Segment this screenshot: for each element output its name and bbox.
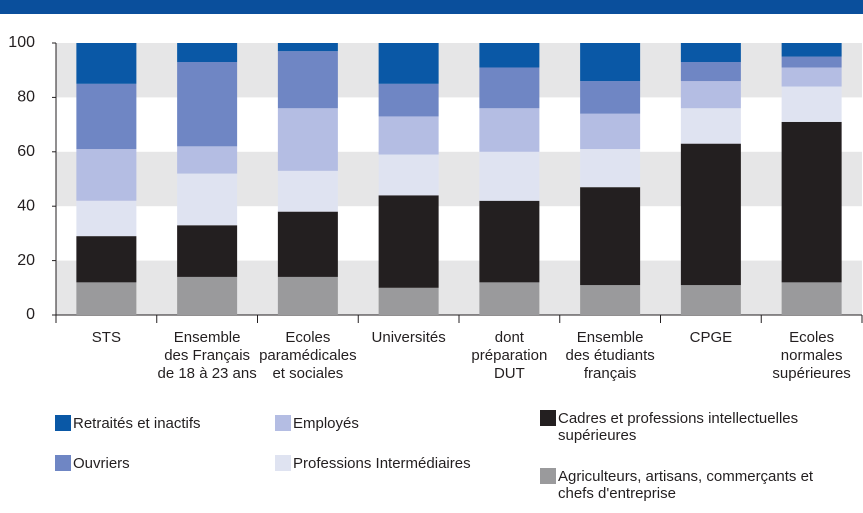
bar-segment xyxy=(680,143,741,286)
bar-segment xyxy=(378,83,439,117)
y-tick-label: 40 xyxy=(17,197,35,214)
bar-segment xyxy=(277,51,338,109)
bar-segment xyxy=(680,108,741,144)
bar-segment xyxy=(479,43,540,68)
x-tick-label: Ensemble xyxy=(174,329,241,346)
bar-segment xyxy=(177,146,238,174)
bar-segment xyxy=(479,108,540,152)
grid-band xyxy=(56,260,862,315)
bar-segment xyxy=(781,67,842,87)
legend-entry: Cadres et professions intellectuelles su… xyxy=(540,410,815,444)
x-tick-label: STS xyxy=(92,329,121,346)
legend-label: Agriculteurs, artisans, commerçants et c… xyxy=(558,468,814,502)
bar-segment xyxy=(277,170,338,212)
bar-segment xyxy=(177,62,238,147)
x-tick-label: français xyxy=(584,365,637,382)
x-tick-label: Ecoles xyxy=(285,329,330,346)
grid-band xyxy=(56,151,862,207)
bar-segment xyxy=(680,285,741,315)
x-tick-label: normales xyxy=(781,347,843,364)
bar-segment xyxy=(781,56,842,68)
x-tick-label: Ensemble xyxy=(577,329,644,346)
bar-segment xyxy=(781,43,842,57)
x-tick-label: et sociales xyxy=(272,365,343,382)
legend-entry: Retraités et inactifs xyxy=(55,415,201,432)
bar-segment xyxy=(479,67,540,109)
legend-label: Ouvriers xyxy=(73,455,130,472)
legend-swatch xyxy=(275,455,291,471)
legend-entry: Ouvriers xyxy=(55,455,130,472)
bar-segment xyxy=(781,121,842,283)
bar-segment xyxy=(76,43,137,84)
bar-segment xyxy=(177,43,238,63)
legend-swatch xyxy=(540,410,556,426)
bar-segment xyxy=(378,154,439,196)
bar-segment xyxy=(680,62,741,82)
x-tick-label: DUT xyxy=(494,365,525,382)
legend-entry: Professions Intermédiaires xyxy=(275,455,471,472)
bar-segment xyxy=(378,43,439,84)
bar-segment xyxy=(479,282,540,315)
header-band xyxy=(0,0,863,14)
x-tick-label: CPGE xyxy=(690,329,733,346)
x-tick-label: des étudiants xyxy=(566,347,655,364)
x-tick-label: supérieures xyxy=(772,365,850,382)
legend-entry: Employés xyxy=(275,415,359,432)
bar-segment xyxy=(580,149,641,188)
legend-label: Professions Intermédiaires xyxy=(293,455,471,472)
legend-label: Employés xyxy=(293,415,359,432)
legend-swatch xyxy=(540,468,556,484)
x-tick-label: Universités xyxy=(372,329,446,346)
bar-segment xyxy=(781,282,842,315)
bar-segment xyxy=(177,173,238,226)
bar-segment xyxy=(378,116,439,155)
legend-label: Cadres et professions intellectuelles su… xyxy=(558,410,799,444)
bar-segment xyxy=(580,187,641,286)
bar-segment xyxy=(580,43,641,82)
legend-label: Retraités et inactifs xyxy=(73,415,201,432)
bar-segment xyxy=(479,200,540,283)
bar-segment xyxy=(76,149,137,201)
bar-segment xyxy=(277,43,338,52)
bar-segment xyxy=(76,282,137,315)
bar-segment xyxy=(76,83,137,150)
bar-segment xyxy=(277,108,338,171)
y-tick-label: 80 xyxy=(17,89,35,106)
bar-segment xyxy=(277,211,338,277)
y-tick-label: 20 xyxy=(17,252,35,269)
bar-segment xyxy=(580,285,641,315)
bar-segment xyxy=(680,43,741,63)
bar-segment xyxy=(76,236,137,283)
x-tick-label: de 18 à 23 ans xyxy=(157,365,256,382)
bar-segment xyxy=(580,113,641,150)
legend-swatch xyxy=(275,415,291,431)
bar-segment xyxy=(277,276,338,315)
legend-swatch xyxy=(55,415,71,431)
x-tick-label: des Français xyxy=(164,347,250,364)
y-tick-label: 60 xyxy=(17,143,35,160)
y-tick-label: 100 xyxy=(8,34,35,51)
legend-entry: Agriculteurs, artisans, commerçants et c… xyxy=(540,468,815,502)
bar-segment xyxy=(177,276,238,315)
x-tick-label: paramédicales xyxy=(259,347,357,364)
bar-segment xyxy=(781,86,842,122)
bar-segment xyxy=(580,81,641,114)
bar-segment xyxy=(479,151,540,201)
grid-band xyxy=(56,43,862,98)
bar-segment xyxy=(177,225,238,277)
y-tick-label: 0 xyxy=(26,306,35,323)
legend-swatch xyxy=(55,455,71,471)
x-tick-label: dont xyxy=(495,329,525,346)
x-tick-label: préparation xyxy=(471,347,547,364)
bar-segment xyxy=(76,200,137,237)
bar-segment xyxy=(378,195,439,288)
x-tick-label: Ecoles xyxy=(789,329,834,346)
bar-segment xyxy=(378,287,439,315)
bar-segment xyxy=(680,81,741,109)
